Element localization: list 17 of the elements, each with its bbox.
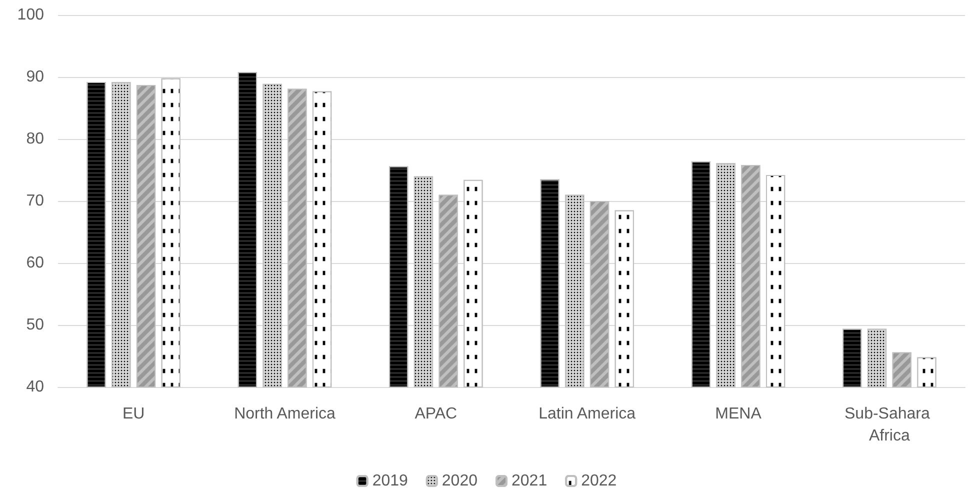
y-tick-label: 40 [26, 378, 44, 396]
legend-label: 2021 [512, 472, 548, 490]
x-tick-label: APAC [414, 406, 458, 422]
y-tick-label: 50 [26, 316, 44, 334]
legend-label: 2022 [581, 472, 617, 490]
x-tick-label: Sub-Sahara Africa [844, 406, 934, 444]
x-tick-label: MENA [715, 406, 762, 422]
legend-label: 2020 [442, 472, 478, 490]
x-tick-label: EU [122, 406, 145, 422]
x-tick-label: North America [234, 406, 336, 422]
legend-label: 2019 [372, 472, 408, 490]
y-tick-label: 80 [26, 130, 44, 148]
y-tick-label: 60 [26, 254, 44, 272]
x-tick-label: Latin America [538, 406, 636, 422]
y-tick-label: 100 [17, 6, 44, 24]
y-tick-label: 90 [26, 68, 44, 86]
y-tick-label: 70 [26, 192, 44, 210]
